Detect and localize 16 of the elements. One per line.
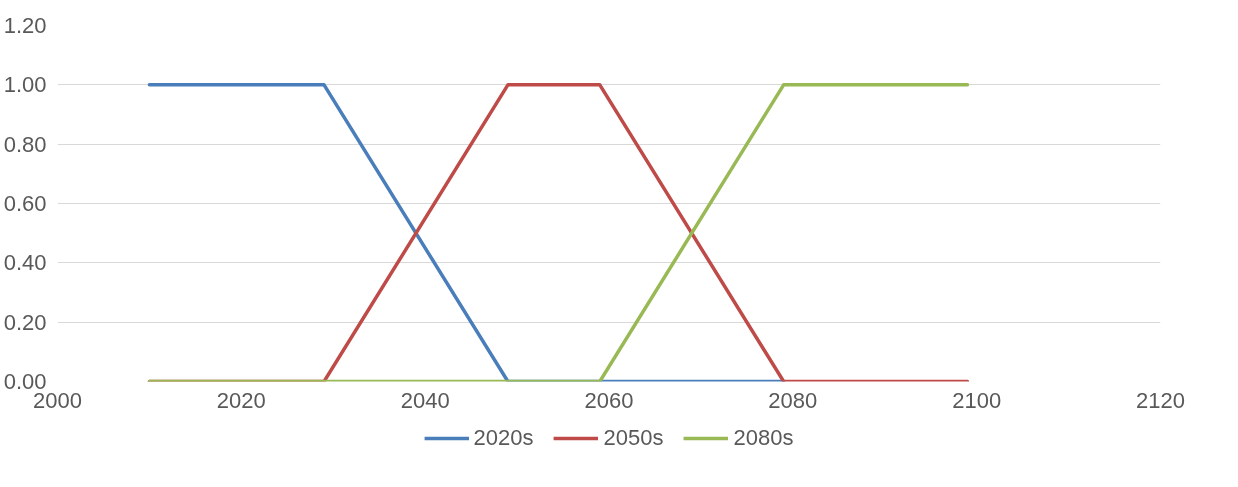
y-tick-label: 0.80 [3, 131, 47, 157]
legend-label: 2080s [733, 424, 794, 451]
x-tick-label: 2060 [584, 387, 634, 413]
y-tick-label: 0.20 [3, 309, 47, 335]
y-tick-label: 0.60 [3, 191, 47, 216]
y-tick-label: 1.20 [3, 13, 47, 38]
y-tick-label: 0.40 [3, 250, 47, 276]
legend-label: 2050s [603, 424, 664, 451]
x-tick-label: 2020 [216, 387, 266, 413]
x-tick-label: 2080 [768, 387, 818, 413]
legend-label: 2020s [473, 424, 534, 451]
x-tick-label: 2040 [400, 387, 450, 413]
x-tick-label: 2120 [1136, 387, 1185, 413]
x-tick-label: 2100 [952, 387, 1002, 413]
y-tick-label: 1.00 [3, 72, 47, 98]
y-tick-label: 0.00 [3, 369, 47, 394]
